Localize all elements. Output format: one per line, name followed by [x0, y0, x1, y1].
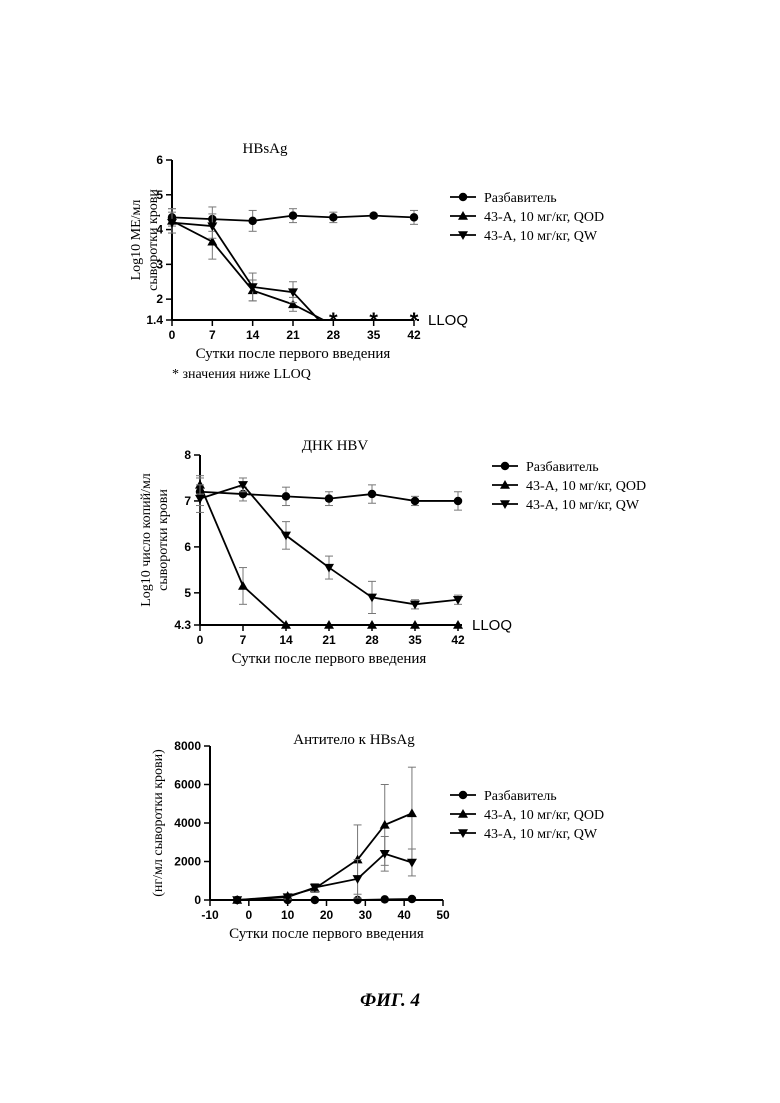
chart-title: Антитело к HBsAg	[293, 732, 415, 748]
hbv-dna-chart: ДНК HBV 4.3 5 6 7 8 0 7 14 21 28 35 42 LLOQ Сутки посл…	[120, 425, 680, 685]
y-tick-label: 2000	[174, 855, 201, 869]
chart-title: ДНК HBV	[302, 438, 369, 454]
legend-label-diluent: Разбавитель	[484, 789, 557, 804]
legend-marker-diluent	[501, 462, 510, 471]
y-axis-label: Log10 МЕ/мл	[129, 200, 144, 281]
data-point-diluent	[408, 895, 417, 904]
data-point-qod	[238, 581, 248, 590]
data-point-diluent	[311, 896, 320, 905]
data-point-diluent	[325, 494, 334, 503]
below-lloq-star: *	[329, 308, 338, 333]
y-axis-label: Log10 число копий/мл	[139, 473, 154, 607]
legend-marker-diluent	[459, 193, 468, 202]
figure-caption: ФИГ. 4	[0, 990, 780, 1012]
x-tick-label: 28	[365, 633, 379, 647]
x-tick-label: 10	[281, 908, 295, 922]
y-tick-label: 6000	[174, 778, 201, 792]
series-line-qod	[172, 221, 324, 320]
y-tick-label: 6	[184, 540, 191, 554]
hbv-dna-chart-panel: ДНК HBV 4.3 5 6 7 8 0 7 14 21 28 35 42 LLOQ Сутки посл…	[120, 425, 680, 690]
x-tick-label: 7	[240, 633, 247, 647]
data-point-diluent	[381, 895, 390, 904]
below-lloq-star: *	[369, 308, 378, 333]
x-tick-label: 42	[451, 633, 465, 647]
anti-hbsag-chart-panel: Антитело к HBsAg02000400060008000-100102…	[140, 720, 660, 955]
legend-label-diluent: Разбавитель	[526, 460, 599, 475]
x-tick-label: 35	[408, 633, 422, 647]
legend-label-qw: 43-А, 10 мг/кг, QW	[484, 827, 598, 842]
y-tick-label: 0	[194, 893, 201, 907]
y-tick-label: 7	[184, 494, 191, 508]
data-point-qw	[410, 601, 420, 610]
legend-label-qod: 43-А, 10 мг/кг, QOD	[484, 210, 604, 225]
lloq-label: LLOQ	[472, 617, 512, 634]
x-tick-label: 21	[286, 328, 300, 342]
y-tick-label: 1.4	[146, 313, 163, 327]
data-point-qw	[324, 564, 334, 573]
chart-title: HBsAg	[242, 141, 288, 157]
legend-label-qod: 43-А, 10 мг/кг, QOD	[526, 479, 646, 494]
x-tick-label: 30	[359, 908, 373, 922]
data-point-qw	[195, 495, 205, 504]
data-point-diluent	[329, 213, 338, 222]
below-lloq-star: *	[410, 308, 419, 333]
data-point-diluent	[411, 497, 420, 506]
y-tick-label: 4000	[174, 816, 201, 830]
legend-label-qw: 43-А, 10 мг/кг, QW	[484, 229, 598, 244]
y-tick-label: 6	[156, 153, 163, 167]
x-tick-label: -10	[201, 908, 219, 922]
x-axis-label: Сутки после первого введения	[229, 926, 424, 942]
x-tick-label: 14	[246, 328, 260, 342]
hbsag-chart: HBsAg1.423456071421283542LLOQСутки после…	[120, 125, 680, 395]
data-point-diluent	[248, 217, 257, 226]
legend-label-diluent: Разбавитель	[484, 191, 557, 206]
data-point-diluent	[454, 497, 463, 506]
x-tick-label: 0	[245, 908, 252, 922]
legend-label-qod: 43-А, 10 мг/кг, QOD	[484, 808, 604, 823]
y-tick-label: 8	[184, 448, 191, 462]
below-lloq-note: * значения ниже LLOQ	[172, 367, 311, 382]
x-axis-label: Сутки после первого введения	[232, 651, 427, 667]
series-line-qw	[237, 854, 412, 900]
x-tick-label: 21	[322, 633, 336, 647]
y-axis-label: сыворотки крови	[146, 189, 161, 291]
data-point-diluent	[368, 490, 377, 499]
data-point-diluent	[410, 213, 419, 222]
x-tick-label: 40	[397, 908, 411, 922]
data-point-diluent	[282, 492, 291, 501]
x-tick-label: 20	[320, 908, 334, 922]
x-tick-label: 14	[279, 633, 293, 647]
x-tick-label: 0	[169, 328, 176, 342]
data-point-diluent	[289, 211, 298, 220]
hbsag-chart-panel: HBsAg1.423456071421283542LLOQСутки после…	[120, 125, 680, 400]
y-axis-label: сыворотки крови	[156, 489, 171, 591]
y-tick-label: 5	[184, 586, 191, 600]
data-point-qod	[407, 808, 417, 817]
anti-hbsag-chart: Антитело к HBsAg02000400060008000-100102…	[140, 720, 660, 950]
legend-marker-diluent	[459, 791, 468, 800]
legend-label-qw: 43-А, 10 мг/кг, QW	[526, 498, 640, 513]
data-point-qw	[407, 859, 417, 868]
x-tick-label: 50	[436, 908, 450, 922]
figure-page: HBsAg1.423456071421283542LLOQСутки после…	[0, 0, 780, 1103]
x-tick-label: 0	[197, 633, 204, 647]
lloq-label: LLOQ	[428, 312, 468, 329]
y-tick-label: 2	[156, 292, 163, 306]
y-tick-label: 4.3	[174, 618, 191, 632]
x-axis-label: Сутки после первого введения	[196, 346, 391, 362]
y-axis-label: (нг/мл сыворотки крови)	[151, 749, 166, 897]
x-tick-label: 7	[209, 328, 216, 342]
data-point-diluent	[369, 211, 378, 220]
y-tick-label: 8000	[174, 739, 201, 753]
